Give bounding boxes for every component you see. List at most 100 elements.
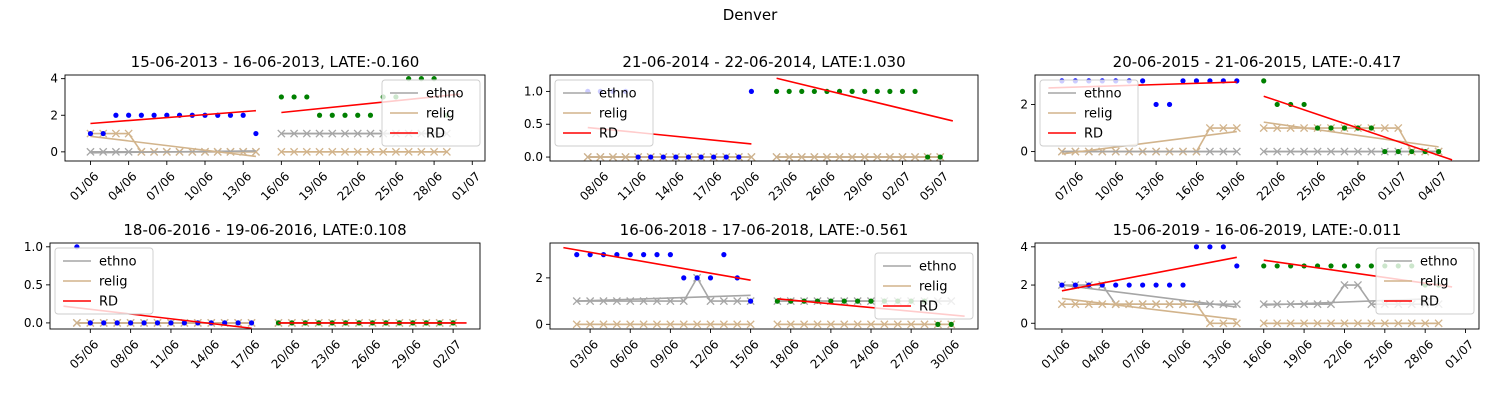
relig-fit-post xyxy=(1263,121,1439,148)
outcome-point-post xyxy=(1328,125,1334,131)
axes-frame xyxy=(549,242,979,330)
outcome-point-pre xyxy=(681,275,687,281)
x-tick-label: 09/06 xyxy=(647,337,681,371)
y-tick-label: 0 xyxy=(50,145,58,159)
outcome-point-pre xyxy=(114,320,120,326)
outcome-point-post xyxy=(887,88,893,95)
outcome-point-post xyxy=(1368,263,1374,269)
outcome-point-pre xyxy=(181,320,187,326)
subplot-3: 20-06-2015 - 21-06-2015, LATE:-0.417 0 2 07… xyxy=(1020,53,1480,204)
x-tick-label: 19/06 xyxy=(1281,337,1315,371)
axes-frame xyxy=(1034,242,1480,330)
outcome-point-post xyxy=(1409,148,1415,155)
outcome-point-pre xyxy=(1126,282,1132,288)
y-tick-label: 0.5 xyxy=(24,278,43,292)
legend-label-relig: relig xyxy=(426,107,455,122)
x-tick-label: 04/07 xyxy=(1415,169,1449,203)
outcome-point-pre xyxy=(253,130,259,137)
ethno-fit-pre xyxy=(576,294,751,302)
outcome-point-pre xyxy=(126,112,132,118)
legend-box xyxy=(1039,79,1139,147)
outcome-point-pre xyxy=(748,88,755,95)
subplot-title: 15-06-2013 - 16-06-2013, LATE:-0.160 xyxy=(131,53,420,71)
outcome-point-post xyxy=(786,88,792,95)
x-tick-label: 05/06 xyxy=(67,337,101,371)
y-tick-label: 4 xyxy=(50,72,58,86)
outcome-point-pre xyxy=(694,275,700,281)
legend-label-relig: relig xyxy=(1084,107,1113,122)
outcome-point-pre xyxy=(1113,282,1119,288)
subplot-2: 21-06-2014 - 22-06-2014, LATE:1.030 0.0 0.… xyxy=(524,53,979,204)
outcome-point-pre xyxy=(667,252,673,258)
outcome-point-post xyxy=(329,112,335,118)
relig-pre-marker xyxy=(124,129,133,138)
x-tick-label: 13/06 xyxy=(220,169,254,203)
x-tick-label: 28/06 xyxy=(1402,337,1436,371)
outcome-point-post xyxy=(342,112,348,118)
ethno-pre-marker xyxy=(706,297,715,306)
x-tick-label: 08/06 xyxy=(107,337,141,371)
x-tick-label: 28/06 xyxy=(411,169,445,203)
outcome-point-pre xyxy=(154,320,161,326)
outcome-point-post xyxy=(278,94,284,100)
relig-post-marker xyxy=(1259,123,1268,133)
relig-pre-marker xyxy=(251,147,260,156)
x-tick-label: 01/07 xyxy=(1375,169,1409,203)
outcome-point-post xyxy=(841,298,847,304)
outcome-point-pre xyxy=(1180,282,1186,288)
x-tick-label: 25/06 xyxy=(1294,169,1328,203)
x-tick-label: 19/06 xyxy=(1214,169,1248,203)
legend: ethno relig RD xyxy=(554,79,654,147)
ethno-post-marker xyxy=(1353,280,1362,290)
relig-pre-marker xyxy=(1178,300,1188,309)
y-tick-label: 0 xyxy=(535,317,543,331)
outcome-point-post xyxy=(862,88,868,95)
outcome-point-pre xyxy=(138,112,144,118)
outcome-point-post xyxy=(1314,125,1321,131)
x-tick-label: 02/07 xyxy=(879,169,913,203)
outcome-point-post xyxy=(1274,101,1280,108)
x-tick-label: 28/06 xyxy=(1335,169,1369,203)
outcome-point-post xyxy=(1341,263,1348,269)
legend: ethno relig RD xyxy=(54,247,154,315)
x-tick-label: 03/06 xyxy=(567,337,601,371)
outcome-point-pre xyxy=(1180,78,1186,84)
ethno-post-marker xyxy=(1340,280,1349,290)
x-tick-label: 18/06 xyxy=(767,337,801,371)
subplot-5: 16-06-2018 - 17-06-2018, LATE:-0.561 0 2 03… xyxy=(535,221,979,372)
relig-post-line xyxy=(1263,127,1439,153)
outcome-point-pre xyxy=(164,112,170,118)
outcome-point-pre xyxy=(721,252,727,258)
x-tick-label: 02/07 xyxy=(430,337,464,371)
outcome-point-pre xyxy=(101,320,107,326)
x-tick-label: 04/06 xyxy=(1079,337,1113,371)
relig-pre-marker xyxy=(1205,123,1214,133)
rd-line-pre xyxy=(90,109,256,125)
relig-post-marker xyxy=(772,153,781,161)
legend-label-relig: relig xyxy=(599,107,628,122)
outcome-point-post xyxy=(849,88,855,95)
ethno-pre-marker xyxy=(679,297,688,306)
relig-pre-marker xyxy=(1219,123,1228,133)
y-tick-label: 2 xyxy=(1020,97,1028,111)
legend-label-RD: RD xyxy=(1420,295,1439,310)
ethno-post-marker xyxy=(1313,300,1322,309)
x-tick-label: 16/06 xyxy=(258,169,292,203)
x-tick-label: 24/06 xyxy=(848,337,882,371)
relig-pre-marker xyxy=(1057,300,1066,309)
plot-area xyxy=(1048,78,1453,161)
x-tick-label: 12/06 xyxy=(687,337,721,371)
rd-line-pre xyxy=(1061,256,1237,292)
outcome-point-pre xyxy=(736,154,742,160)
outcome-point-pre xyxy=(707,275,714,281)
legend-box xyxy=(1375,247,1475,315)
outcome-point-post xyxy=(1395,148,1401,155)
outcome-point-post xyxy=(799,88,805,95)
x-tick-label: 20/06 xyxy=(269,337,303,371)
outcome-point-pre xyxy=(1153,282,1159,288)
y-tick-label: 0 xyxy=(1020,145,1028,159)
relig-pre-marker xyxy=(1098,300,1107,309)
relig-pre-marker xyxy=(1165,300,1174,309)
x-tick-label: 23/06 xyxy=(309,337,343,371)
